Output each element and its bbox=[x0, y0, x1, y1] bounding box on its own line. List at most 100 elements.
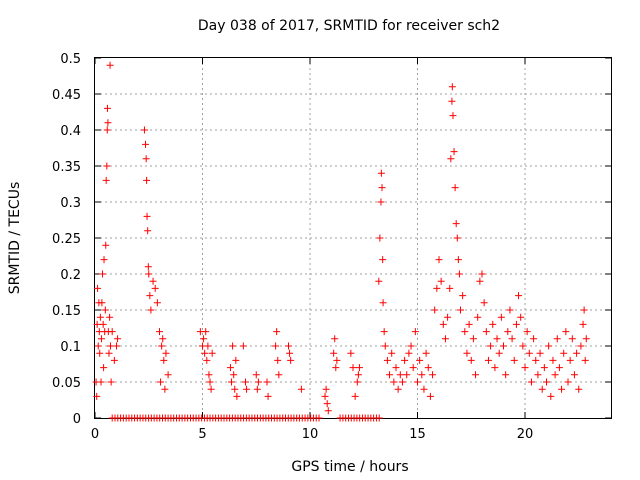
data-point bbox=[379, 256, 387, 264]
data-point bbox=[497, 313, 505, 321]
data-point bbox=[525, 349, 533, 357]
data-point bbox=[429, 371, 437, 379]
data-point bbox=[558, 385, 566, 393]
data-point bbox=[375, 277, 383, 285]
data-point bbox=[459, 292, 467, 300]
data-point bbox=[506, 306, 514, 314]
data-point bbox=[431, 306, 439, 314]
data-point bbox=[547, 392, 555, 400]
data-point bbox=[452, 220, 460, 228]
data-point bbox=[157, 378, 165, 386]
data-point bbox=[208, 349, 216, 357]
y-tick-label: 0.3 bbox=[60, 196, 81, 211]
data-point bbox=[315, 414, 323, 422]
data-point bbox=[532, 356, 540, 364]
data-point bbox=[454, 256, 462, 264]
data-point bbox=[144, 263, 152, 271]
data-point bbox=[243, 385, 251, 393]
data-point bbox=[97, 378, 105, 386]
data-point bbox=[540, 364, 548, 372]
data-point bbox=[331, 335, 339, 343]
data-point bbox=[381, 342, 389, 350]
data-point bbox=[110, 356, 118, 364]
data-point bbox=[98, 299, 106, 307]
y-tick-label: 0.25 bbox=[52, 232, 81, 247]
data-point bbox=[160, 356, 168, 364]
y-tick-label: 0.5 bbox=[60, 52, 81, 67]
data-point bbox=[424, 364, 432, 372]
data-point bbox=[239, 342, 247, 350]
data-point bbox=[207, 385, 215, 393]
data-point bbox=[564, 378, 572, 386]
data-point bbox=[203, 356, 211, 364]
data-point bbox=[94, 342, 102, 350]
data-point bbox=[568, 335, 576, 343]
data-point bbox=[102, 176, 110, 184]
y-tick-label: 0.15 bbox=[52, 304, 81, 319]
data-point bbox=[146, 292, 154, 300]
data-point bbox=[426, 392, 434, 400]
data-point bbox=[297, 385, 305, 393]
data-point bbox=[543, 378, 550, 386]
data-point bbox=[573, 349, 581, 357]
data-point bbox=[502, 371, 510, 379]
y-tick-label: 0.1 bbox=[60, 340, 81, 355]
x-tick-label: 15 bbox=[409, 427, 426, 442]
data-point bbox=[560, 349, 568, 357]
data-point bbox=[562, 328, 570, 336]
data-point bbox=[581, 356, 589, 364]
data-point bbox=[523, 328, 531, 336]
data-point bbox=[579, 320, 587, 328]
data-point bbox=[403, 371, 411, 379]
data-point bbox=[103, 104, 111, 112]
data-point bbox=[394, 385, 402, 393]
data-point bbox=[476, 277, 484, 285]
data-point bbox=[508, 335, 516, 343]
data-point bbox=[158, 342, 166, 350]
data-point bbox=[580, 306, 588, 314]
data-point bbox=[159, 335, 167, 343]
data-point bbox=[469, 335, 477, 343]
x-tick-label: 20 bbox=[517, 427, 534, 442]
data-point bbox=[566, 356, 574, 364]
data-point bbox=[253, 385, 261, 393]
data-point bbox=[164, 371, 172, 379]
data-point bbox=[489, 320, 497, 328]
data-point bbox=[254, 378, 262, 386]
data-point bbox=[392, 364, 400, 372]
data-point bbox=[377, 198, 385, 206]
y-tick-label: 0.35 bbox=[52, 160, 81, 175]
data-point bbox=[156, 328, 163, 336]
data-point bbox=[375, 414, 383, 422]
data-point bbox=[510, 356, 518, 364]
data-point bbox=[582, 335, 590, 343]
data-point bbox=[405, 349, 413, 357]
data-point bbox=[106, 313, 114, 321]
data-point bbox=[252, 371, 260, 379]
data-point bbox=[484, 356, 492, 364]
x-tick-label: 5 bbox=[198, 427, 206, 442]
data-point bbox=[414, 378, 421, 386]
data-point bbox=[242, 378, 249, 386]
data-point bbox=[517, 313, 525, 321]
x-tick-label: 10 bbox=[302, 427, 319, 442]
data-point bbox=[101, 306, 109, 314]
data-point bbox=[96, 349, 104, 357]
data-point bbox=[228, 378, 236, 386]
data-point bbox=[206, 378, 214, 386]
data-point bbox=[380, 328, 388, 336]
data-point bbox=[463, 349, 471, 357]
data-point bbox=[446, 284, 454, 292]
data-point bbox=[551, 371, 559, 379]
data-point bbox=[96, 313, 104, 321]
data-point bbox=[321, 392, 329, 400]
data-point bbox=[512, 320, 520, 328]
data-point bbox=[545, 342, 553, 350]
data-point bbox=[549, 356, 557, 364]
data-point bbox=[107, 378, 115, 386]
data-point bbox=[330, 349, 338, 357]
data-point bbox=[151, 284, 159, 292]
y-tick-labels: 0 0.05 0.1 0.15 0.2 0.25 0.3 0.35 0.4 0.45 0.5 bbox=[52, 52, 81, 427]
data-point bbox=[94, 284, 102, 292]
